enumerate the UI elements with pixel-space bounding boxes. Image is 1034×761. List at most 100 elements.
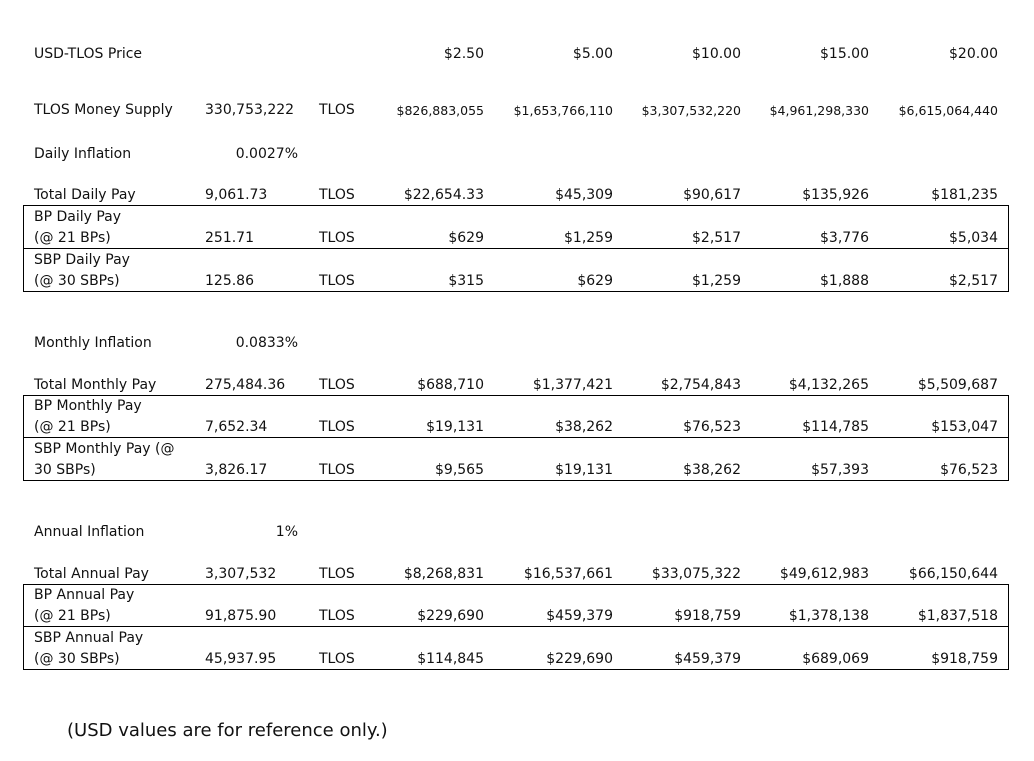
total-annual-pay-usd-3: $33,075,322 (651, 566, 741, 582)
money-supply-usd-3: $3,307,532,220 (641, 103, 741, 118)
bp-daily-pay-usd-4: $3,776 (820, 230, 869, 246)
bp-annual-pay-unit: TLOS (319, 608, 355, 624)
sbp-annual-pay-label-2: (@ 30 SBPs) (34, 651, 120, 667)
total-annual-pay-label: Total Annual Pay (34, 566, 149, 582)
sbp-annual-pay-label: SBP Annual Pay (34, 630, 144, 646)
sbp-daily-pay-unit: TLOS (319, 273, 355, 289)
annual-inflation-value: 1% (275, 524, 298, 540)
total-monthly-pay-usd-4: $4,132,265 (788, 377, 869, 393)
annual-inflation-label: Annual Inflation (34, 524, 145, 540)
bp-monthly-pay-unit: TLOS (319, 419, 355, 435)
daily-inflation-value: 0.0027% (235, 146, 298, 162)
total-daily-pay-unit: TLOS (319, 187, 355, 203)
total-daily-pay-usd-3: $90,617 (683, 187, 741, 203)
sbp-daily-pay-label-2: (@ 30 SBPs) (34, 273, 120, 289)
bp-annual-pay-amount: 91,875.90 (205, 608, 277, 624)
sbp-annual-pay-unit: TLOS (319, 651, 355, 667)
price-col-5: $20.00 (949, 46, 998, 62)
bp-monthly-pay-usd-2: $38,262 (555, 419, 613, 435)
sbp-daily-pay-usd-4: $1,888 (820, 273, 869, 289)
bp-monthly-pay-label-2: (@ 21 BPs) (34, 419, 111, 435)
bp-monthly-pay-usd-5: $153,047 (931, 419, 998, 435)
money-supply-amount: 330,753,222 (205, 102, 295, 118)
sbp-monthly-pay-amount: 3,826.17 (205, 462, 268, 478)
price-col-4: $15.00 (820, 46, 869, 62)
total-monthly-pay-amount: 275,484.36 (205, 377, 286, 393)
sbp-monthly-pay-usd-5: $76,523 (940, 462, 998, 478)
daily-pay-divider (23, 248, 1009, 249)
sbp-monthly-pay-label-2: 30 SBPs) (34, 462, 96, 478)
total-monthly-pay-usd-1: $688,710 (417, 377, 484, 393)
bp-annual-pay-label-2: (@ 21 BPs) (34, 608, 111, 624)
money-supply-usd-5: $6,615,064,440 (898, 103, 998, 118)
total-annual-pay-usd-5: $66,150,644 (908, 566, 998, 582)
total-annual-pay-unit: TLOS (319, 566, 355, 582)
bp-daily-pay-usd-1: $629 (448, 230, 484, 246)
bp-daily-pay-usd-5: $5,034 (949, 230, 998, 246)
total-monthly-pay-label: Total Monthly Pay (34, 377, 157, 393)
price-col-1: $2.50 (443, 46, 484, 62)
sbp-annual-pay-usd-2: $229,690 (546, 651, 613, 667)
sbp-monthly-pay-usd-4: $57,393 (811, 462, 869, 478)
bp-monthly-pay-usd-1: $19,131 (426, 419, 484, 435)
annual-pay-divider (23, 626, 1009, 627)
total-annual-pay-usd-2: $16,537,661 (523, 566, 613, 582)
bp-daily-pay-amount: 251.71 (205, 230, 254, 246)
bp-daily-pay-usd-2: $1,259 (564, 230, 613, 246)
bp-annual-pay-label: BP Annual Pay (34, 587, 135, 603)
monthly-pay-box (23, 395, 1009, 481)
footnote: (USD values are for reference only.) (67, 720, 388, 741)
money-supply-unit: TLOS (319, 102, 355, 118)
total-monthly-pay-usd-3: $2,754,843 (660, 377, 741, 393)
sbp-daily-pay-amount: 125.86 (205, 273, 254, 289)
bp-annual-pay-usd-3: $918,759 (674, 608, 741, 624)
sbp-daily-pay-usd-3: $1,259 (692, 273, 741, 289)
sbp-annual-pay-amount: 45,937.95 (205, 651, 277, 667)
sbp-monthly-pay-label: SBP Monthly Pay (@ (34, 441, 175, 457)
annual-pay-box (23, 584, 1009, 670)
money-supply-usd-2: $1,653,766,110 (513, 103, 613, 118)
monthly-inflation-label: Monthly Inflation (34, 335, 152, 351)
sbp-monthly-pay-unit: TLOS (319, 462, 355, 478)
sbp-monthly-pay-usd-3: $38,262 (683, 462, 741, 478)
price-col-3: $10.00 (692, 46, 741, 62)
total-annual-pay-usd-1: $8,268,831 (403, 566, 484, 582)
total-monthly-pay-usd-5: $5,509,687 (917, 377, 998, 393)
total-annual-pay-amount: 3,307,532 (205, 566, 277, 582)
monthly-pay-divider (23, 437, 1009, 438)
total-monthly-pay-usd-2: $1,377,421 (532, 377, 613, 393)
bp-annual-pay-usd-1: $229,690 (417, 608, 484, 624)
bp-daily-pay-label-2: (@ 21 BPs) (34, 230, 111, 246)
money-supply-label: TLOS Money Supply (34, 102, 173, 118)
sbp-annual-pay-usd-4: $689,069 (802, 651, 869, 667)
money-supply-usd-4: $4,961,298,330 (769, 103, 869, 118)
sbp-daily-pay-usd-5: $2,517 (949, 273, 998, 289)
bp-daily-pay-unit: TLOS (319, 230, 355, 246)
total-daily-pay-amount: 9,061.73 (205, 187, 268, 203)
bp-monthly-pay-usd-3: $76,523 (683, 419, 741, 435)
total-daily-pay-usd-4: $135,926 (802, 187, 869, 203)
bp-annual-pay-usd-5: $1,837,518 (917, 608, 998, 624)
bp-daily-pay-usd-3: $2,517 (692, 230, 741, 246)
total-monthly-pay-unit: TLOS (319, 377, 355, 393)
bp-monthly-pay-label: BP Monthly Pay (34, 398, 142, 414)
total-daily-pay-usd-1: $22,654.33 (403, 187, 484, 203)
money-supply-usd-1: $826,883,055 (396, 103, 484, 118)
sbp-annual-pay-usd-3: $459,379 (674, 651, 741, 667)
bp-daily-pay-label: BP Daily Pay (34, 209, 122, 225)
price-row-label: USD-TLOS Price (34, 46, 143, 62)
sbp-monthly-pay-usd-1: $9,565 (435, 462, 484, 478)
total-daily-pay-usd-2: $45,309 (555, 187, 613, 203)
total-daily-pay-label: Total Daily Pay (34, 187, 136, 203)
total-daily-pay-usd-5: $181,235 (931, 187, 998, 203)
sbp-daily-pay-usd-2: $629 (577, 273, 613, 289)
bp-monthly-pay-usd-4: $114,785 (802, 419, 869, 435)
price-col-2: $5.00 (572, 46, 613, 62)
sbp-monthly-pay-usd-2: $19,131 (555, 462, 613, 478)
sbp-daily-pay-label: SBP Daily Pay (34, 252, 130, 268)
monthly-inflation-value: 0.0833% (235, 335, 298, 351)
sbp-annual-pay-usd-5: $918,759 (931, 651, 998, 667)
sbp-annual-pay-usd-1: $114,845 (417, 651, 484, 667)
total-annual-pay-usd-4: $49,612,983 (779, 566, 869, 582)
sbp-daily-pay-usd-1: $315 (448, 273, 484, 289)
